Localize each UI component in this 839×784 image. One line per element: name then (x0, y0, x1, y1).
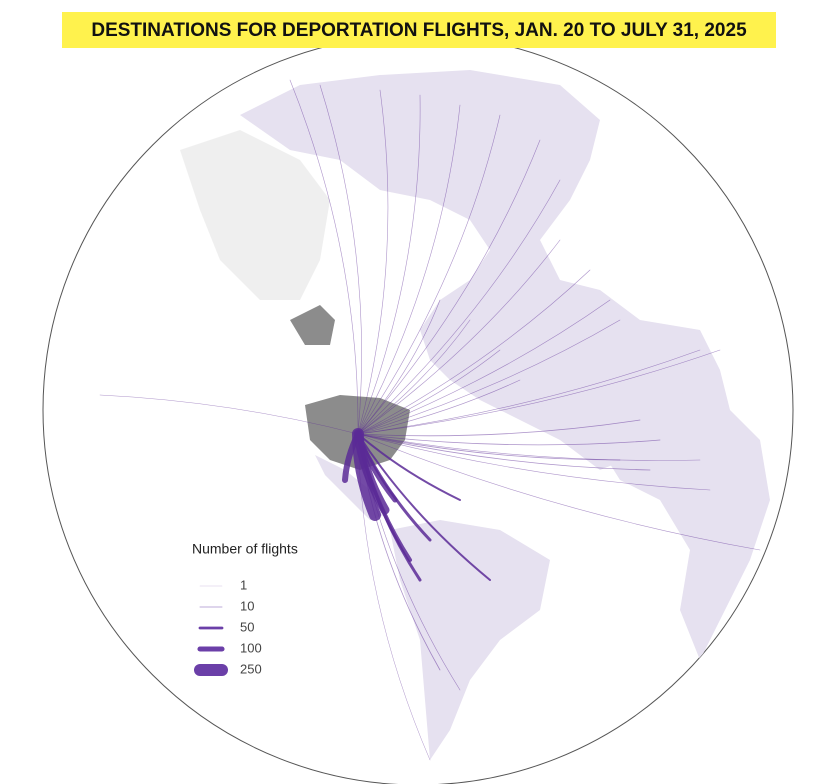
route (357, 349, 501, 435)
route (355, 431, 398, 503)
routes (99, 79, 761, 761)
route (319, 84, 362, 435)
legend: 1 10 50 100 250 (194, 577, 262, 676)
legend-label: 1 (240, 577, 247, 592)
route (357, 433, 711, 491)
route (357, 433, 491, 581)
legend-label: 250 (240, 661, 262, 676)
title: DESTINATIONS FOR DEPORTATION FLIGHTS, JA… (91, 20, 747, 41)
legend-label: 50 (240, 619, 254, 634)
route (357, 349, 701, 435)
route (357, 94, 421, 435)
legend-label: 100 (240, 640, 262, 655)
route (357, 433, 461, 501)
route (357, 139, 541, 435)
south-america (390, 520, 550, 760)
eurasia (240, 70, 730, 470)
legend-label: 10 (240, 598, 254, 613)
route (357, 433, 651, 471)
route (357, 433, 761, 551)
route (357, 379, 521, 435)
route (357, 419, 641, 437)
route (357, 179, 561, 435)
route (357, 89, 389, 435)
route (289, 79, 359, 435)
title-bar (62, 12, 776, 48)
route (357, 433, 621, 461)
route (357, 433, 661, 446)
route (357, 269, 591, 435)
route (99, 394, 359, 435)
route (357, 299, 441, 435)
route (357, 114, 501, 435)
route (357, 104, 461, 435)
alaska (290, 305, 335, 345)
route (357, 239, 561, 435)
legend-title: Number of flights (192, 541, 298, 557)
route (357, 319, 621, 435)
africa (590, 390, 770, 660)
route (357, 433, 701, 461)
route (357, 349, 721, 435)
north-land (180, 130, 330, 300)
route (357, 299, 611, 435)
route (357, 319, 471, 435)
